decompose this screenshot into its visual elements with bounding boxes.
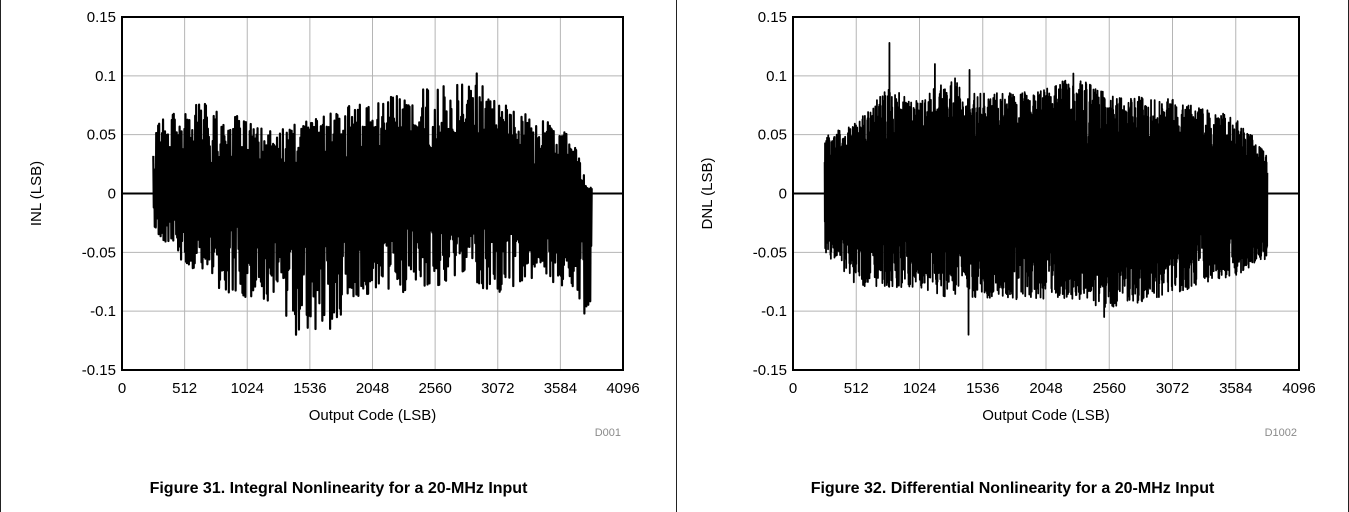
inl-data-trace bbox=[152, 72, 593, 336]
x-tick-label: 2048 bbox=[356, 380, 389, 397]
dnl-figure-panel: 0 512 1024 1536 2048 2560 3072 3584 4096 -0.15 -0.… bbox=[677, 0, 1349, 512]
y-tick-label: -0.15 bbox=[82, 362, 116, 379]
x-tick-label: 0 bbox=[118, 380, 126, 397]
y-tick-label: 0 bbox=[108, 186, 116, 203]
dnl-chart: 0 512 1024 1536 2048 2560 3072 3584 4096 -0.15 -0.… bbox=[699, 9, 1316, 439]
y-tick-label: -0.05 bbox=[753, 244, 787, 261]
x-tick-label: 1024 bbox=[231, 380, 264, 397]
x-tick-label: 3072 bbox=[1156, 380, 1189, 397]
x-tick-label: 0 bbox=[789, 380, 797, 397]
y-tick-label: 0.15 bbox=[87, 9, 116, 26]
x-axis-label: Output Code (LSB) bbox=[309, 407, 437, 424]
y-tick-label: 0.1 bbox=[766, 68, 787, 85]
x-tick-label: 3584 bbox=[544, 380, 577, 397]
y-axis-label: DNL (LSB) bbox=[699, 158, 716, 230]
y-tick-label: 0.05 bbox=[758, 127, 787, 144]
x-axis-label: Output Code (LSB) bbox=[982, 407, 1110, 424]
figure-code: D1002 bbox=[1265, 427, 1297, 439]
x-tick-label: 1536 bbox=[966, 380, 999, 397]
dnl-data-trace bbox=[823, 41, 1269, 336]
inl-chart: 0 512 1024 1536 2048 2560 3072 3584 4096 -0.15 -0.… bbox=[28, 9, 640, 439]
x-tick-label: 512 bbox=[172, 380, 197, 397]
y-tick-label: 0.1 bbox=[95, 68, 116, 85]
y-tick-label: 0.15 bbox=[758, 9, 787, 26]
x-tick-label: 4096 bbox=[606, 380, 639, 397]
dnl-figure-caption: Figure 32. Differential Nonlinearity for… bbox=[810, 480, 1215, 497]
plot-frame bbox=[792, 16, 1300, 371]
x-tick-label: 2048 bbox=[1029, 380, 1062, 397]
x-tick-label: 2560 bbox=[1093, 380, 1126, 397]
y-tick-label: -0.1 bbox=[90, 303, 116, 320]
x-tick-label: 1536 bbox=[293, 380, 326, 397]
x-tick-label: 3584 bbox=[1219, 380, 1252, 397]
inl-figure-panel: 0 512 1024 1536 2048 2560 3072 3584 4096 -0.15 -0.… bbox=[0, 0, 677, 512]
y-tick-label: -0.15 bbox=[753, 362, 787, 379]
x-tick-label: 512 bbox=[844, 380, 869, 397]
inl-figure-caption: Figure 31. Integral Nonlinearity for a 2… bbox=[149, 480, 528, 497]
x-tick-label: 1024 bbox=[903, 380, 936, 397]
figure-code: D001 bbox=[595, 427, 621, 439]
y-axis-label: INL (LSB) bbox=[28, 161, 45, 226]
plot-frame bbox=[121, 16, 624, 371]
x-tick-label: 3072 bbox=[481, 380, 514, 397]
x-tick-label: 4096 bbox=[1282, 380, 1315, 397]
y-tick-label: 0.05 bbox=[87, 127, 116, 144]
x-tick-label: 2560 bbox=[418, 380, 451, 397]
y-tick-label: -0.1 bbox=[761, 303, 787, 320]
y-tick-label: -0.05 bbox=[82, 244, 116, 261]
y-tick-label: 0 bbox=[779, 186, 787, 203]
